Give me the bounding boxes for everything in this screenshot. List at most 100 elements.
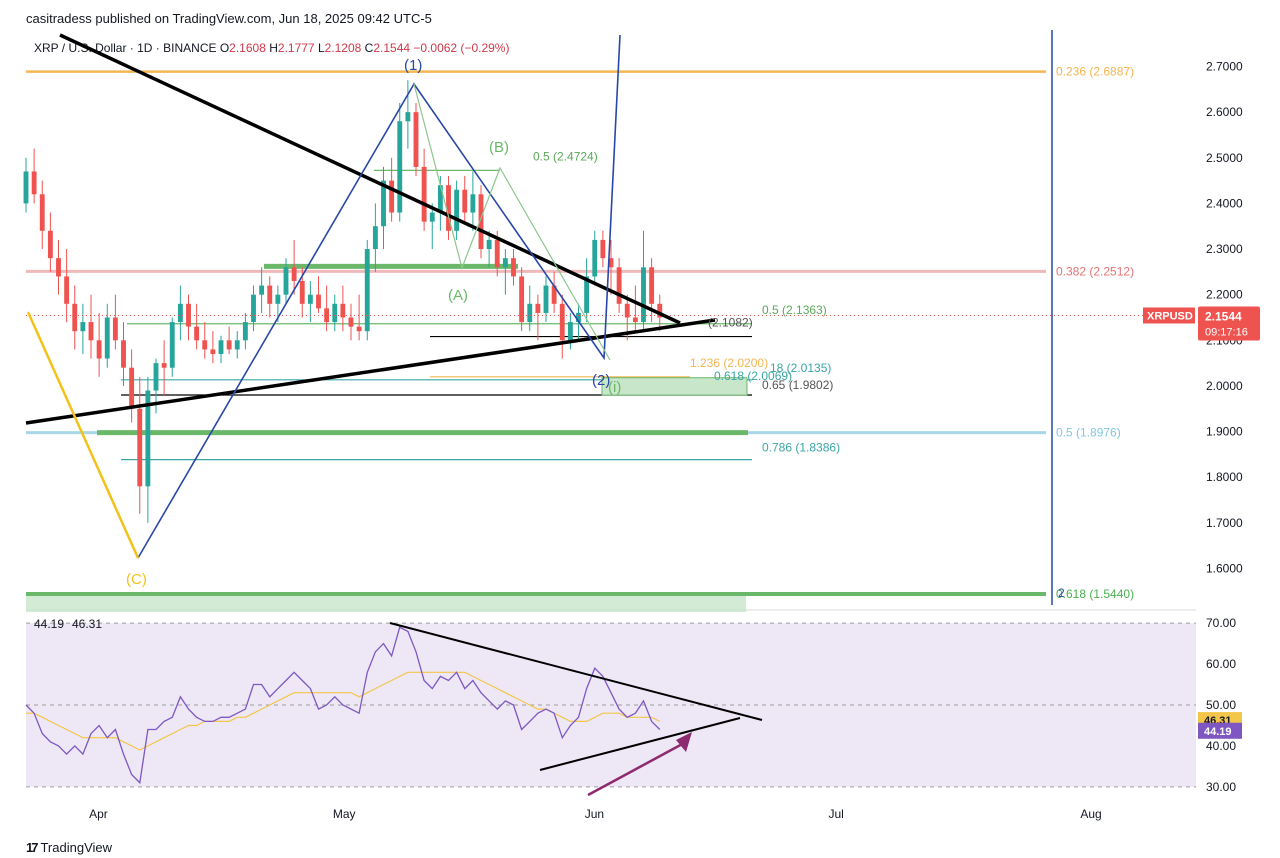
fib-level-label: 0.236 (2.6887) [1056,65,1134,79]
candle-down[interactable] [600,239,606,259]
candle-up[interactable] [527,303,533,323]
candle-down[interactable] [446,185,451,231]
candle-up[interactable] [104,317,110,359]
target-zone[interactable] [601,377,748,396]
candle-down[interactable] [559,303,565,341]
candle-down[interactable] [88,322,94,341]
candle-down[interactable] [161,363,167,368]
candle-up[interactable] [470,194,476,213]
candle-down[interactable] [478,194,484,250]
candle-up[interactable] [145,390,151,487]
rsi-axis-tick: 60.00 [1206,657,1236,671]
candle-down[interactable] [112,317,118,341]
candle-down[interactable] [186,303,191,327]
candle-down[interactable] [39,194,45,231]
rsi-resistance-trendline[interactable] [389,622,763,721]
candle-up[interactable] [429,212,435,222]
candle-down[interactable] [535,303,541,313]
candle-down[interactable] [31,171,37,195]
candle-up[interactable] [80,322,86,332]
rsi-line[interactable] [25,626,661,785]
tradingview-logo[interactable]: 17 TradingView [26,840,112,855]
candle-down[interactable] [356,326,362,332]
candle-up[interactable] [397,121,403,213]
candle-down[interactable] [494,239,500,268]
close-label: C [364,41,374,55]
candle-down[interactable] [64,276,70,304]
candle-down[interactable] [511,258,516,277]
candle-down[interactable] [519,276,525,323]
candle-down[interactable] [316,294,321,309]
elliott-wave-path[interactable] [137,34,621,559]
candle-down[interactable] [340,303,346,318]
candle-up[interactable] [177,303,183,323]
candle-up[interactable] [251,294,256,323]
candle-down[interactable] [608,258,614,268]
price-badge[interactable] [1198,306,1260,341]
candle-down[interactable] [291,267,297,281]
candle-up[interactable] [153,363,159,391]
candle-down[interactable] [137,408,143,487]
candle-up[interactable] [567,322,573,341]
candle-down[interactable] [551,285,557,304]
candle-down[interactable] [299,280,305,304]
candle-up[interactable] [405,112,411,122]
candle-down[interactable] [421,166,427,222]
descending-trendline[interactable] [59,33,681,325]
candle-up[interactable] [437,185,443,213]
candle-up[interactable] [332,303,338,323]
ascending-trendline[interactable] [25,318,716,425]
candle-up[interactable] [169,322,175,368]
candle-down[interactable] [194,326,200,341]
candle-down[interactable] [462,189,468,213]
candle-up[interactable] [576,312,581,323]
candle-down[interactable] [348,317,354,327]
candle-up[interactable] [275,294,281,304]
candle-up[interactable] [372,226,378,250]
candle-down[interactable] [210,349,216,355]
divergence-arrow[interactable] [587,740,687,797]
tradingview-mark: 17 [26,840,39,855]
candle-down[interactable] [616,267,622,304]
candle-up[interactable] [259,285,265,295]
candle-down[interactable] [56,258,61,277]
candle-down[interactable] [72,303,78,332]
candle-up[interactable] [23,171,29,204]
candle-up[interactable] [242,322,248,341]
candle-up[interactable] [584,276,590,313]
candle-down[interactable] [413,112,419,167]
wave-c-leg[interactable] [26,311,140,559]
rsi-support-trendline[interactable] [539,717,741,771]
candle-up[interactable] [454,189,460,231]
candle-up[interactable] [364,249,370,332]
candle-up[interactable] [592,239,598,277]
price-axis-tick: 2.7000 [1206,60,1243,74]
candle-up[interactable] [218,340,224,355]
candle-down[interactable] [202,340,208,350]
candle-down[interactable] [121,340,126,368]
candle-up[interactable] [502,258,508,268]
candle-down[interactable] [267,285,273,304]
candle-down[interactable] [389,180,395,213]
candle-down[interactable] [47,230,53,259]
candle-down[interactable] [632,317,638,323]
support-zone[interactable] [26,592,746,613]
candle-down[interactable] [649,267,655,304]
candle-up[interactable] [486,239,492,250]
candle-up[interactable] [543,285,549,313]
candle-down[interactable] [624,303,630,318]
candle-down[interactable] [226,340,232,350]
candle-down[interactable] [96,340,102,359]
rsi-badge [1198,722,1242,739]
candle-down[interactable] [657,303,663,318]
candle-up[interactable] [307,294,313,304]
corrective-wave-path[interactable] [413,83,611,361]
candle-down[interactable] [129,367,135,409]
candle-up[interactable] [381,180,386,227]
candle-up[interactable] [234,340,240,350]
symbol-badge[interactable] [1143,307,1195,324]
candle-up[interactable] [283,267,289,295]
high-label: H [269,41,278,55]
candle-up[interactable] [641,267,646,323]
